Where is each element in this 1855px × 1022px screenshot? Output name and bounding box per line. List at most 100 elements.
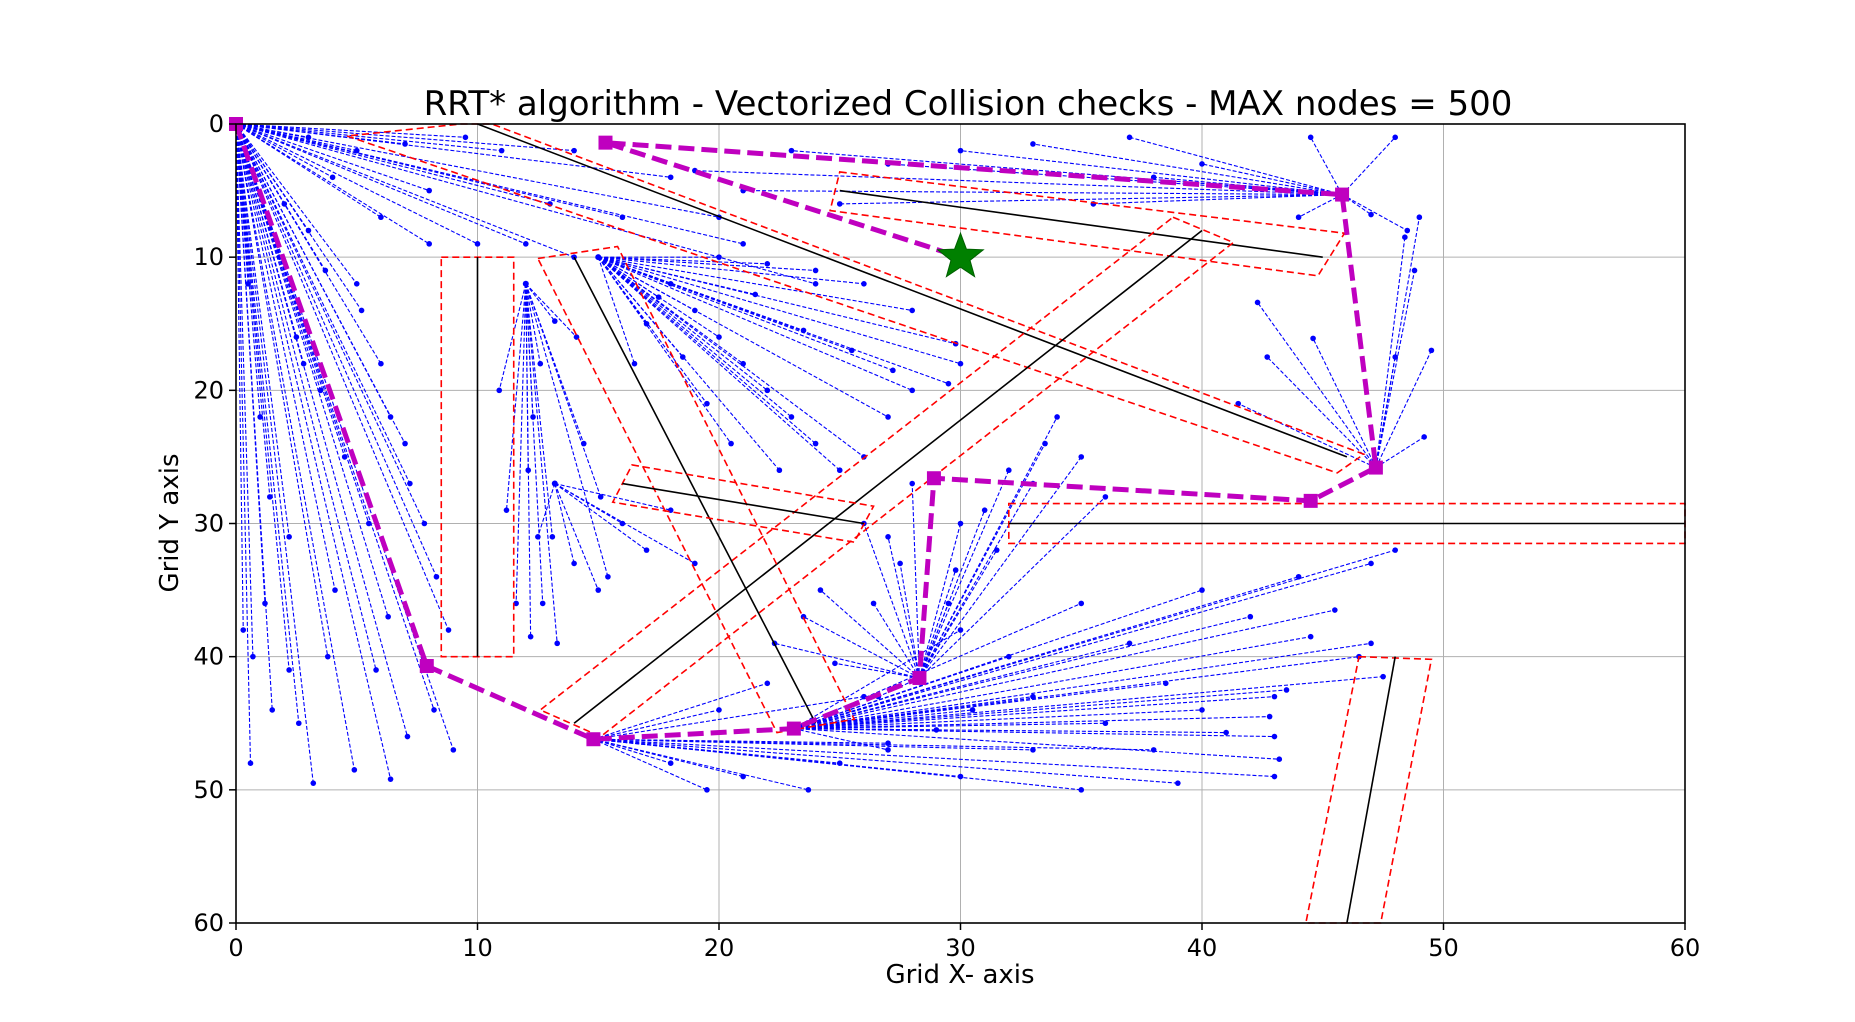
tree-node <box>667 174 674 181</box>
tree-node <box>571 147 577 154</box>
tree-edge <box>793 602 1082 730</box>
tree-edge <box>235 123 527 245</box>
tree-node <box>885 534 891 540</box>
tree-edge <box>793 728 889 751</box>
tree-node <box>945 380 952 387</box>
tree-node <box>305 134 312 141</box>
tree-edge <box>505 283 527 511</box>
tree-node <box>324 653 331 660</box>
tree-node <box>247 760 254 766</box>
tree-edge <box>803 616 920 679</box>
tree-node <box>554 640 560 647</box>
tree-node <box>1411 267 1418 274</box>
tree-node <box>655 294 662 300</box>
path-node <box>926 471 941 486</box>
tree-edge <box>593 696 864 740</box>
tree-node <box>667 760 674 766</box>
tree-edge <box>235 123 271 497</box>
tree-node <box>805 787 812 793</box>
chart-title: RRT* algorithm - Vectorized Collision ch… <box>424 84 1513 124</box>
tree-node <box>496 387 503 394</box>
tree-node <box>788 414 795 420</box>
path-node <box>1303 493 1318 508</box>
tree-node <box>817 587 824 593</box>
tree-node <box>426 241 433 247</box>
tree-edge <box>525 283 585 444</box>
tree-edge <box>820 589 920 679</box>
tree-node <box>788 147 795 154</box>
tree-node <box>752 291 759 298</box>
tree-node <box>1150 174 1157 181</box>
tree-edge <box>235 123 437 577</box>
tree-edge <box>793 549 1396 730</box>
tree-node <box>1368 560 1374 567</box>
tree-edge <box>597 256 732 444</box>
tree-edge <box>235 123 363 311</box>
tree-edge <box>911 483 920 678</box>
tree-node <box>513 600 519 607</box>
tree-edge <box>525 283 602 498</box>
tree-node <box>1404 227 1411 234</box>
tree-edge <box>1310 137 1343 195</box>
tree-edge <box>593 738 809 791</box>
tree-node <box>1126 134 1133 141</box>
tree-edge <box>598 256 961 365</box>
x-tick-label: 20 <box>704 934 735 962</box>
tree-node <box>1428 347 1435 354</box>
tree-edge <box>793 562 1372 730</box>
tree-node <box>1223 729 1229 736</box>
tree-node <box>474 241 481 247</box>
tree-node <box>740 773 746 780</box>
tree-node <box>402 440 408 447</box>
tree-node <box>431 707 437 713</box>
path-node <box>1368 460 1383 475</box>
tree-node <box>1421 434 1427 440</box>
tree-node <box>1368 211 1374 218</box>
tree-node <box>1054 414 1060 420</box>
tree-edge <box>593 738 1033 751</box>
tree-node <box>716 254 722 260</box>
tree-node <box>619 520 626 527</box>
tree-edge <box>525 283 534 417</box>
tree-edge <box>597 256 635 364</box>
x-tick-label: 0 <box>228 934 243 962</box>
tree-node <box>317 387 324 394</box>
tree-node <box>1102 720 1109 727</box>
tree-node <box>885 740 891 747</box>
tree-node <box>402 141 408 147</box>
tree-node <box>445 627 452 633</box>
tree-edge <box>525 283 609 577</box>
tree-node <box>351 767 358 773</box>
tree-edge <box>597 256 659 298</box>
tree-node <box>740 241 746 247</box>
tree-node <box>378 360 384 367</box>
tree-edge <box>537 483 556 537</box>
tree-edge <box>235 123 314 784</box>
tree-edge <box>863 523 920 679</box>
tree-node <box>525 467 532 474</box>
tree-node <box>885 747 891 753</box>
tree-edge <box>554 483 599 591</box>
tree-edge <box>235 123 358 285</box>
tree-edge <box>1375 436 1425 469</box>
x-tick-label: 30 <box>945 934 976 962</box>
tree-node <box>1266 713 1273 720</box>
tree-node <box>704 400 710 407</box>
x-axis-label: Grid X- axis <box>885 960 1034 990</box>
tree-node <box>595 587 602 593</box>
inflated-obstacle-boundary <box>611 464 875 544</box>
tree-node <box>549 534 556 540</box>
inflated-obstacle-boundary <box>538 216 1235 738</box>
tree-node <box>1078 787 1085 793</box>
tree-edge <box>793 716 1270 730</box>
tree-node <box>1247 613 1254 620</box>
tree-node <box>358 307 365 314</box>
tree-edge <box>525 283 556 322</box>
tree-edge <box>598 256 913 391</box>
tree-edge <box>235 123 575 152</box>
tree-node <box>1254 299 1261 306</box>
tree-node <box>407 480 413 487</box>
